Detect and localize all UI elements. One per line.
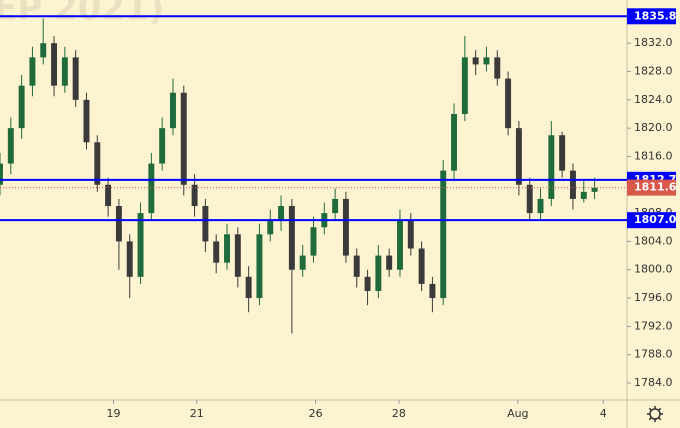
y-tick-label: 1832.0 — [634, 36, 673, 49]
y-tick-label: 1824.0 — [634, 93, 673, 106]
candle-body — [364, 276, 371, 291]
y-tick-label: 1828.0 — [634, 65, 673, 78]
y-tick-label: 1796.0 — [634, 291, 673, 304]
x-tick-label: 4 — [600, 407, 607, 420]
candle-body — [213, 241, 220, 263]
candle-body — [72, 57, 79, 100]
settings-button[interactable] — [647, 406, 663, 422]
candle-body — [224, 234, 230, 263]
candle-body — [429, 283, 436, 299]
candle-body — [61, 57, 68, 86]
y-tick-label: 1788.0 — [634, 348, 673, 361]
candle-body — [397, 220, 403, 270]
candle-body — [537, 198, 544, 214]
candle-body — [126, 241, 133, 277]
candle-body — [299, 255, 306, 270]
candle-body — [342, 198, 349, 256]
level-label-box — [627, 8, 676, 25]
candle-body — [591, 187, 598, 192]
candle-body — [569, 170, 576, 199]
watermark: EP 2021) — [0, 0, 164, 29]
candle-body — [288, 206, 295, 270]
candle-body — [40, 43, 47, 58]
candle-body — [245, 276, 252, 299]
y-tick-label: 1804.0 — [634, 234, 673, 247]
candle-body — [7, 128, 14, 164]
candle-body — [115, 206, 122, 242]
candle-body — [386, 255, 393, 270]
level-label: 1835.8 — [634, 9, 676, 22]
candle-body — [440, 170, 447, 299]
level-label-box — [627, 212, 676, 229]
candle-body — [580, 191, 587, 199]
candle-body — [472, 57, 479, 65]
candle-body — [148, 163, 155, 214]
y-tick-label: 1820.0 — [634, 121, 673, 134]
candle-body — [310, 227, 317, 256]
candle-body — [483, 57, 490, 65]
candle-body — [375, 255, 382, 291]
x-tick-label: 26 — [309, 407, 323, 420]
candle-body — [548, 135, 555, 199]
candle-body — [494, 57, 501, 79]
candle-body — [159, 128, 166, 164]
candle-body — [407, 220, 414, 249]
x-tick-label: 21 — [190, 407, 204, 420]
candle-body — [418, 248, 425, 284]
y-tick-label: 1816.0 — [634, 149, 673, 162]
candle-body — [51, 43, 58, 86]
y-tick-label: 1792.0 — [634, 319, 673, 332]
candle-body — [526, 184, 533, 214]
candle-body — [202, 206, 209, 242]
x-tick-label: 28 — [392, 407, 406, 420]
level-label: 1807.0 — [634, 213, 677, 226]
x-tick-label: Aug — [507, 407, 528, 420]
candle-body — [169, 92, 176, 129]
x-tick-label: 19 — [107, 407, 121, 420]
candle-body — [559, 135, 566, 171]
last-price-box — [627, 179, 676, 196]
candle-body — [94, 142, 101, 185]
candle-body — [353, 255, 360, 277]
candle-body — [105, 184, 112, 207]
candle-body — [0, 163, 3, 185]
y-tick-label: 1784.0 — [634, 376, 673, 389]
candle-body — [332, 198, 339, 214]
candle-body — [461, 57, 468, 114]
candle-body — [191, 184, 198, 207]
candle-body — [234, 234, 241, 277]
candle-body — [29, 57, 36, 86]
candle-body — [451, 113, 458, 171]
candle-body — [278, 206, 285, 221]
y-tick-label: 1800.0 — [634, 263, 673, 276]
candle-body — [505, 78, 512, 129]
candle-body — [18, 85, 25, 129]
candle-body — [83, 99, 90, 143]
candle-body — [137, 213, 144, 277]
candle-body — [256, 234, 263, 299]
candle-body — [180, 92, 187, 185]
last-price-label: 1811.6 — [634, 181, 677, 194]
candle-body — [515, 128, 522, 185]
candle-body — [267, 220, 274, 235]
